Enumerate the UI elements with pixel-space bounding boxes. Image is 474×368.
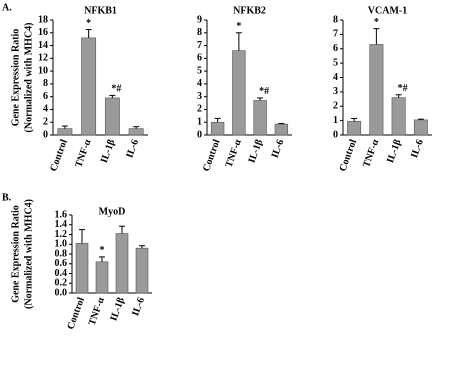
panel-label: A. bbox=[2, 2, 12, 13]
y-axis-label: Gene Expression Ratio bbox=[10, 205, 21, 303]
x-tick-label: IL-6 bbox=[130, 296, 147, 318]
significance-mark: *# bbox=[398, 83, 408, 94]
y-tick-label: 4 bbox=[197, 78, 202, 89]
y-tick-label: 4 bbox=[333, 72, 338, 83]
y-tick-label: 2 bbox=[333, 101, 338, 112]
y-tick-label: 2 bbox=[43, 117, 48, 128]
significance-mark: * bbox=[374, 17, 379, 28]
bar bbox=[413, 119, 428, 136]
significance-mark: * bbox=[236, 21, 241, 32]
bar bbox=[75, 242, 89, 294]
significance-mark: * bbox=[86, 18, 91, 29]
chart-title: NFKB2 bbox=[233, 5, 266, 16]
bar bbox=[391, 97, 406, 136]
x-tick-label: IL-1β bbox=[246, 138, 265, 164]
chart-title: MyoD bbox=[99, 206, 126, 217]
chart-title: NFKB1 bbox=[84, 5, 117, 16]
y-tick-label: 0 bbox=[43, 129, 48, 140]
y-tick-label: 7 bbox=[333, 29, 338, 40]
bar bbox=[347, 121, 362, 136]
x-tick-label: Control bbox=[201, 138, 223, 173]
y-tick-label: 6 bbox=[197, 53, 202, 64]
y-tick-label: 1.2 bbox=[55, 229, 68, 240]
bar bbox=[57, 128, 73, 136]
y-tick-label: 16 bbox=[38, 27, 48, 38]
y-tick-label: 3 bbox=[333, 86, 338, 97]
y-tick-label: 5 bbox=[197, 65, 202, 76]
y-tick-label: 8 bbox=[333, 14, 338, 25]
y-tick-label: 1.4 bbox=[55, 219, 68, 230]
x-tick-label: IL-1β bbox=[108, 296, 127, 322]
x-tick-label: Control bbox=[337, 138, 359, 173]
y-tick-label: 6 bbox=[333, 43, 338, 54]
y-tick-label: 0.6 bbox=[55, 258, 68, 269]
y-tick-label: 9 bbox=[197, 14, 202, 25]
y-tick-label: 0.2 bbox=[55, 278, 68, 289]
x-tick-label: Control bbox=[48, 138, 70, 173]
y-axis-label: Gene Expression Ratio bbox=[10, 29, 21, 127]
panel-label: B. bbox=[2, 192, 12, 203]
y-tick-label: 1.6 bbox=[55, 209, 68, 220]
y-tick-label: 1.0 bbox=[55, 239, 68, 250]
x-tick-label: Control bbox=[65, 296, 87, 331]
y-axis-label: (Normalized with MHC4) bbox=[23, 199, 34, 309]
x-tick-label: TNF-α bbox=[361, 138, 381, 169]
y-tick-label: 0.0 bbox=[55, 287, 68, 298]
y-tick-label: 1 bbox=[333, 115, 338, 126]
bar bbox=[95, 261, 109, 294]
chart-title: VCAM-1 bbox=[368, 5, 407, 16]
bar bbox=[369, 44, 384, 136]
x-tick-label: IL-1β bbox=[99, 138, 118, 164]
y-tick-label: 4 bbox=[43, 104, 48, 115]
y-tick-label: 14 bbox=[38, 40, 48, 51]
bar bbox=[253, 100, 267, 136]
bar bbox=[232, 50, 246, 136]
y-tick-label: 2 bbox=[197, 104, 202, 115]
x-tick-label: IL-1β bbox=[385, 138, 404, 164]
bar bbox=[274, 123, 289, 136]
bar bbox=[135, 247, 149, 294]
y-tick-label: 0 bbox=[333, 129, 338, 140]
y-tick-label: 3 bbox=[197, 91, 202, 102]
x-tick-label: IL-6 bbox=[409, 138, 426, 160]
y-tick-label: 0.8 bbox=[55, 248, 68, 259]
significance-mark: *# bbox=[259, 86, 269, 97]
x-tick-label: IL-6 bbox=[124, 138, 141, 160]
y-tick-label: 18 bbox=[38, 14, 48, 25]
y-tick-label: 0.4 bbox=[55, 268, 68, 279]
bar bbox=[210, 121, 225, 136]
bar bbox=[128, 128, 144, 136]
y-tick-label: 10 bbox=[38, 65, 48, 76]
y-tick-label: 0 bbox=[197, 129, 202, 140]
y-tick-label: 6 bbox=[43, 91, 48, 102]
x-tick-label: TNF-α bbox=[87, 296, 107, 327]
bar bbox=[104, 97, 120, 136]
y-tick-label: 1 bbox=[197, 117, 202, 128]
x-tick-label: TNF-α bbox=[224, 138, 244, 169]
significance-mark: * bbox=[100, 245, 105, 256]
y-tick-label: 8 bbox=[197, 27, 202, 38]
significance-mark: *# bbox=[111, 84, 121, 95]
y-tick-label: 8 bbox=[43, 78, 48, 89]
y-axis-label: (Normalized with MHC4) bbox=[23, 23, 34, 133]
y-tick-label: 5 bbox=[333, 57, 338, 68]
y-tick-label: 12 bbox=[38, 53, 48, 64]
y-tick-label: 7 bbox=[197, 40, 202, 51]
x-tick-label: IL-6 bbox=[270, 138, 287, 160]
bar bbox=[115, 233, 129, 294]
x-tick-label: TNF-α bbox=[73, 138, 93, 169]
bar bbox=[81, 37, 97, 136]
